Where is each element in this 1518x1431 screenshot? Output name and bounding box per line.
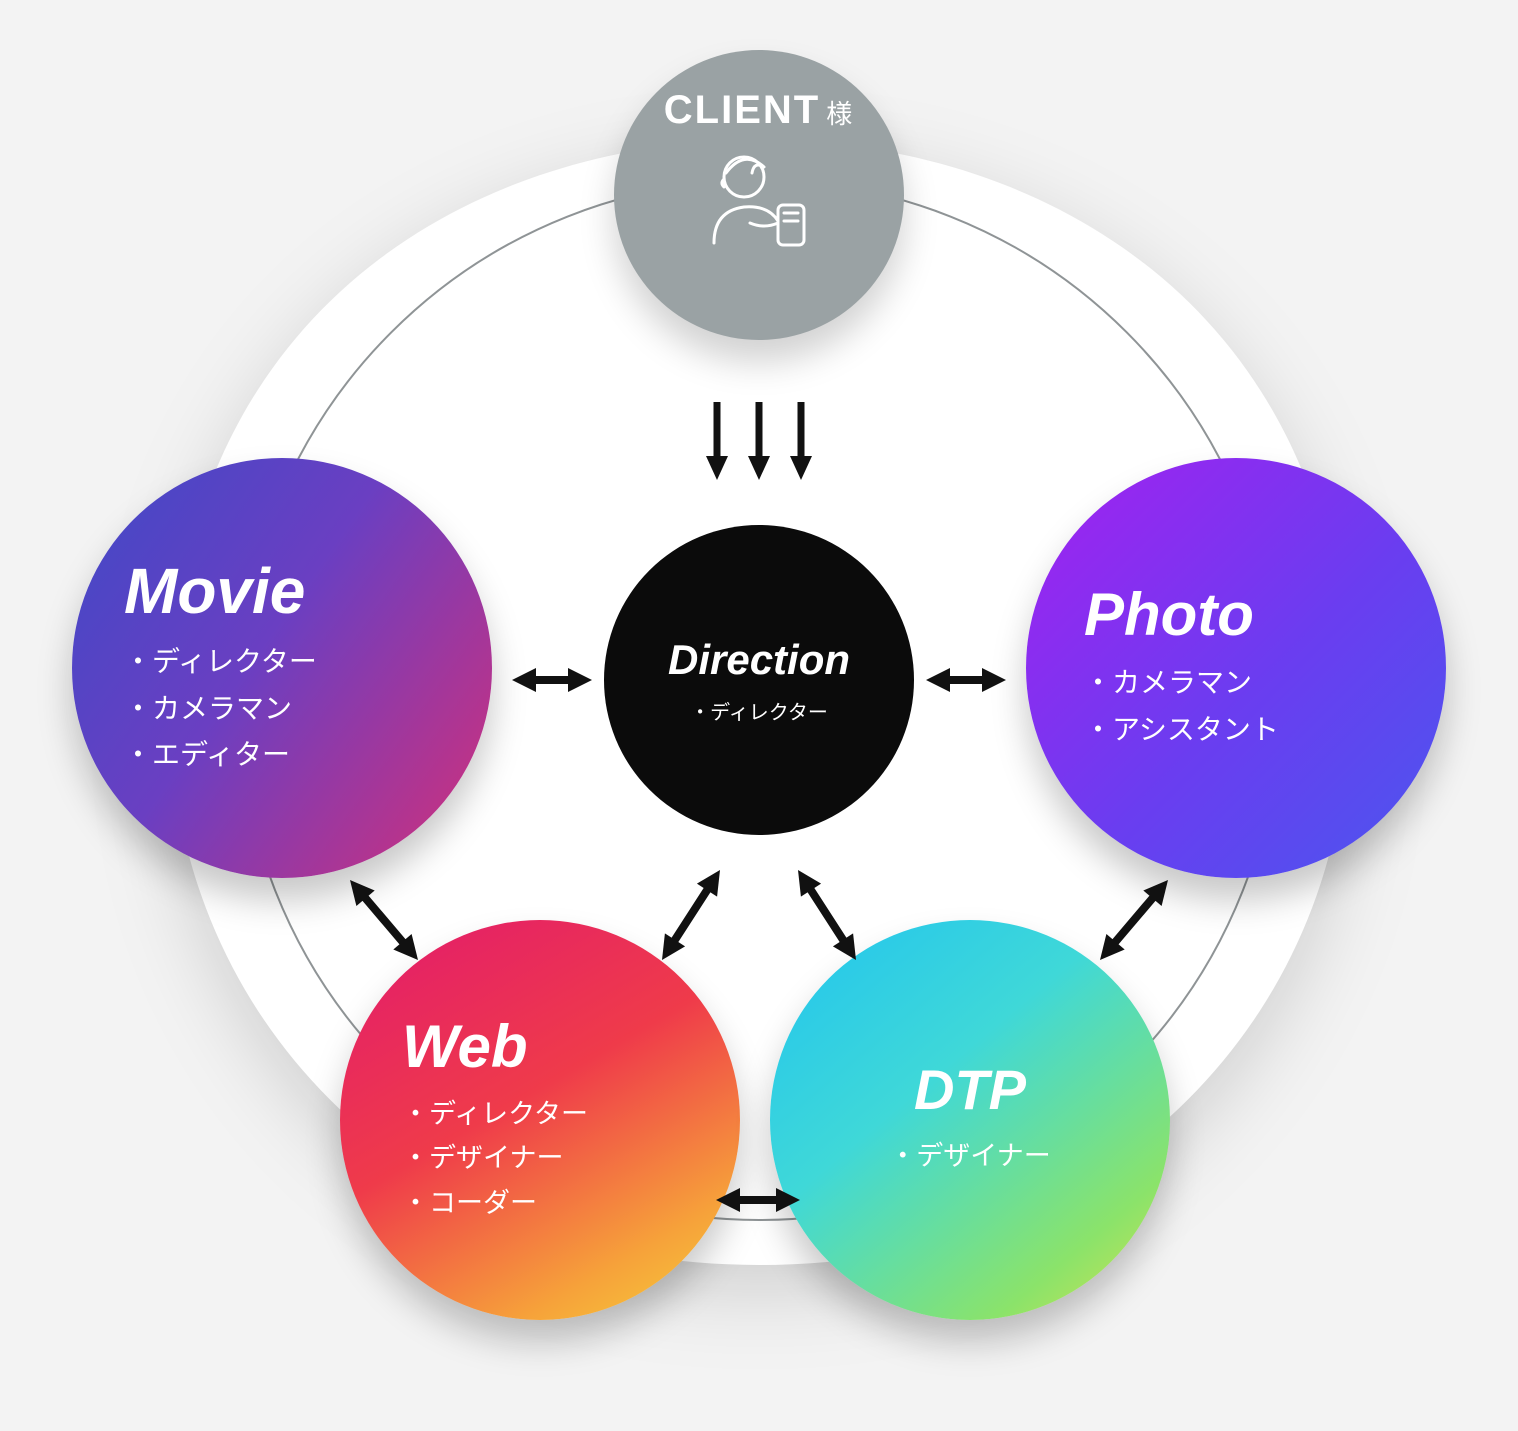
dtp-title: DTP	[914, 1061, 1026, 1120]
direction-title: Direction	[668, 636, 850, 684]
node-web: Web ・ディレクター・デザイナー・コーダー	[340, 920, 740, 1320]
client-label: CLIENT様	[664, 88, 854, 133]
node-dtp: DTP ・デザイナー	[770, 920, 1170, 1320]
photo-item: ・アシスタント	[1084, 707, 1279, 753]
arrows-client-to-direction	[701, 400, 817, 484]
node-client: CLIENT様	[614, 50, 904, 340]
photo-title: Photo	[1084, 583, 1254, 646]
direction-items: ・ディレクター	[690, 696, 828, 725]
dtp-items: ・デザイナー	[889, 1134, 1050, 1179]
web-items: ・ディレクター・デザイナー・コーダー	[402, 1092, 588, 1226]
dtp-item: ・デザイナー	[889, 1134, 1050, 1179]
web-title: Web	[402, 1015, 528, 1078]
movie-item: ・エディター	[124, 732, 317, 778]
node-direction: Direction ・ディレクター	[604, 525, 914, 835]
movie-item: ・カメラマン	[124, 686, 317, 732]
node-movie: Movie ・ディレクター・カメラマン・エディター	[72, 458, 492, 878]
direction-item: ・ディレクター	[690, 696, 828, 725]
movie-items: ・ディレクター・カメラマン・エディター	[124, 639, 317, 778]
client-label-text: CLIENT	[664, 88, 820, 132]
web-item: ・コーダー	[402, 1181, 588, 1226]
movie-item: ・ディレクター	[124, 639, 317, 685]
diagram-stage: CLIENT様Direction・ディレクターMovie・ディレクター・カメラマ…	[0, 0, 1518, 1431]
photo-item: ・カメラマン	[1084, 660, 1279, 706]
node-photo: Photo ・カメラマン・アシスタント	[1026, 458, 1446, 878]
web-item: ・ディレクター	[402, 1092, 588, 1137]
client-label-suffix: 様	[826, 99, 854, 129]
photo-items: ・カメラマン・アシスタント	[1084, 660, 1279, 752]
client-person-icon	[694, 143, 824, 263]
web-item: ・デザイナー	[402, 1136, 588, 1181]
movie-title: Movie	[124, 558, 305, 625]
